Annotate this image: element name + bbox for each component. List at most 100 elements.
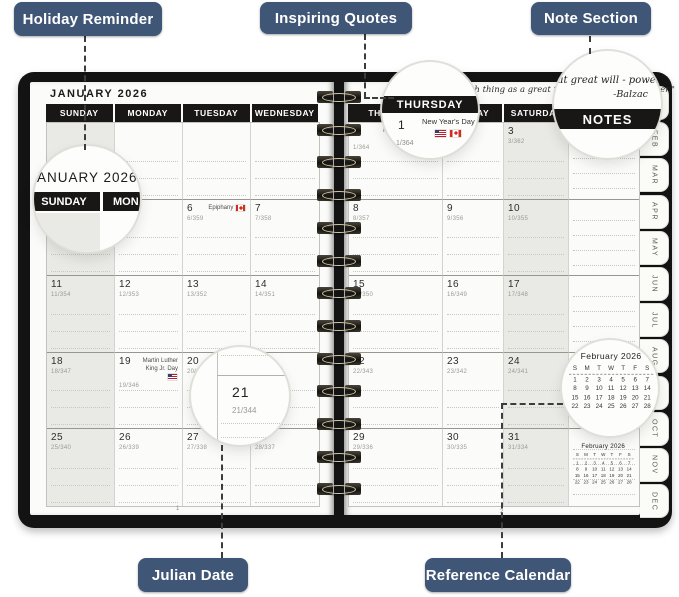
ruling-lines xyxy=(119,452,178,503)
julian-date: 18/347 xyxy=(51,368,72,375)
ruling-lines xyxy=(508,145,564,196)
day-number: 7 xyxy=(255,202,262,214)
julian-date: 6/359 xyxy=(187,215,204,222)
calendar-cell xyxy=(569,200,639,277)
mini-calendar-day: 5 xyxy=(610,460,614,466)
weekday-header: MONDAY xyxy=(114,104,181,122)
ruling-lines xyxy=(447,145,499,196)
zoom-month-title: ANUARY 2026 xyxy=(37,170,138,185)
day-number: 31 xyxy=(508,432,521,444)
magnifier-holiday-reminder: THURSDAY 1 New Year's Day 1/364 xyxy=(382,62,478,158)
ruling-lines xyxy=(353,145,438,196)
mini-calendar-dow-cell: F xyxy=(619,451,622,457)
ruling-lines xyxy=(353,452,438,503)
calendar-cell xyxy=(569,429,639,506)
day-number: 10 xyxy=(508,202,521,214)
day-number: 27 xyxy=(187,432,200,444)
ruling-lines xyxy=(573,435,635,503)
tab-mar: MAR xyxy=(640,158,669,193)
mini-calendar-day: 13 xyxy=(631,384,639,392)
day-number: 16 xyxy=(447,279,460,291)
mini-calendar-day: 21 xyxy=(626,473,632,479)
day-number: 29 xyxy=(353,432,366,444)
month-tabs: JANFEBMARAPRMAYJUNJULAUGSEPOCTNOVDEC xyxy=(640,86,671,520)
calendar-cell: 8 8/357 xyxy=(349,199,443,277)
mini-calendar-day: 21 xyxy=(643,393,651,401)
mini-calendar-day: 22 xyxy=(571,402,579,411)
spiral-loop xyxy=(317,254,361,268)
day-number: 11 xyxy=(51,279,63,291)
ruling-lines xyxy=(187,145,246,196)
spiral-loop xyxy=(317,450,361,464)
day-number: 17 xyxy=(508,279,521,291)
mini-calendar-day: 17 xyxy=(592,473,598,479)
mini-calendar-day: 19 xyxy=(609,473,615,479)
tab-dec: DEC xyxy=(640,484,669,519)
mini-calendar-day: 18 xyxy=(607,393,615,401)
julian-date: 11/354 xyxy=(51,292,71,299)
ruling-lines xyxy=(187,452,246,503)
mini-calendar-day: 8 xyxy=(576,466,579,472)
ruling-lines xyxy=(508,298,564,349)
tab-label: APR xyxy=(650,202,658,222)
mini-calendar-day: 14 xyxy=(643,384,651,392)
mini-calendar-day: 1 xyxy=(576,460,579,466)
calendar-cell: 6 Epiphany 6/359 xyxy=(183,199,251,277)
calendar-cell: 14 14/351 xyxy=(251,276,319,353)
day-number: 3 xyxy=(508,126,515,137)
holiday-label: Martin Luther King Jr. Day xyxy=(136,357,178,381)
day-number: 15 xyxy=(353,279,366,291)
calendar-cell: 10 10/355 xyxy=(504,199,569,277)
mini-calendar-dow-cell: W xyxy=(601,451,606,457)
ruling-lines xyxy=(353,374,438,426)
mini-calendar-day: 3 xyxy=(593,460,596,466)
mini-calendar-day: 9 xyxy=(584,466,588,472)
calendar-cell xyxy=(183,123,251,200)
tab-label: MAR xyxy=(650,165,658,186)
calendar-cell: 18 18/347 xyxy=(47,352,115,430)
day-number: 24 xyxy=(508,355,521,367)
mini-calendar-day: 28 xyxy=(626,479,632,485)
magnifier-julian-date: 21 21/344 xyxy=(191,347,289,445)
day-number: 26 xyxy=(119,432,132,444)
ruling-lines xyxy=(447,298,499,349)
ruling-lines xyxy=(51,298,110,349)
tab-jun: JUN xyxy=(640,267,669,301)
julian-date: 12/353 xyxy=(119,292,140,299)
ruling-lines xyxy=(353,221,438,273)
left-page-number: 1 xyxy=(176,506,180,512)
calendar-cell: 3 3/362 xyxy=(504,123,569,200)
mini-calendar-day: 23 xyxy=(583,402,591,411)
mini-calendar-day: 27 xyxy=(618,479,624,485)
mini-calendar-dow-cell: S xyxy=(572,364,578,372)
spiral-loop xyxy=(317,286,361,300)
zoom-day-21: 21 xyxy=(232,384,250,400)
julian-date: 19/346 xyxy=(119,383,140,390)
mini-calendar-dow-cell: T xyxy=(621,364,626,372)
calendar-cell: 13 13/352 xyxy=(183,276,251,353)
mini-calendar-day: 3 xyxy=(597,375,601,383)
zoom-reference-mini-calendar: February 2026 S M T W T F S 1 2 3 4 5 6 7 8 9 10 11 12 13 14 1… xyxy=(569,352,654,411)
mini-calendar-day: 22 xyxy=(574,479,580,485)
julian-date: 17/348 xyxy=(508,292,529,299)
mini-calendar-day: 16 xyxy=(583,473,589,479)
mini-calendar-dow-cell: M xyxy=(584,364,590,372)
calendar-cell xyxy=(251,123,319,200)
mini-calendar-dow-cell: S xyxy=(627,451,631,457)
ruling-lines xyxy=(119,145,178,196)
ruling-lines xyxy=(119,221,178,273)
mini-calendar-day: 5 xyxy=(621,375,625,383)
mini-calendar-day: 7 xyxy=(645,375,649,383)
ruling-lines xyxy=(255,145,315,196)
calendar-cell: 31 31/334 xyxy=(504,429,569,506)
zoom-holiday-text: New Year's Day xyxy=(422,117,475,126)
julian-date: 16/349 xyxy=(447,292,468,299)
callout-holiday-reminder: Holiday Reminder xyxy=(14,2,162,36)
calendar-cell xyxy=(115,123,183,200)
zoom-shaded-column xyxy=(34,213,100,252)
mini-calendar-day: 4 xyxy=(601,460,605,466)
mini-calendar-week: 22 23 24 25 26 27 28 xyxy=(569,402,653,411)
julian-date: 15/350 xyxy=(353,292,374,299)
day-number: 6 xyxy=(187,202,194,214)
